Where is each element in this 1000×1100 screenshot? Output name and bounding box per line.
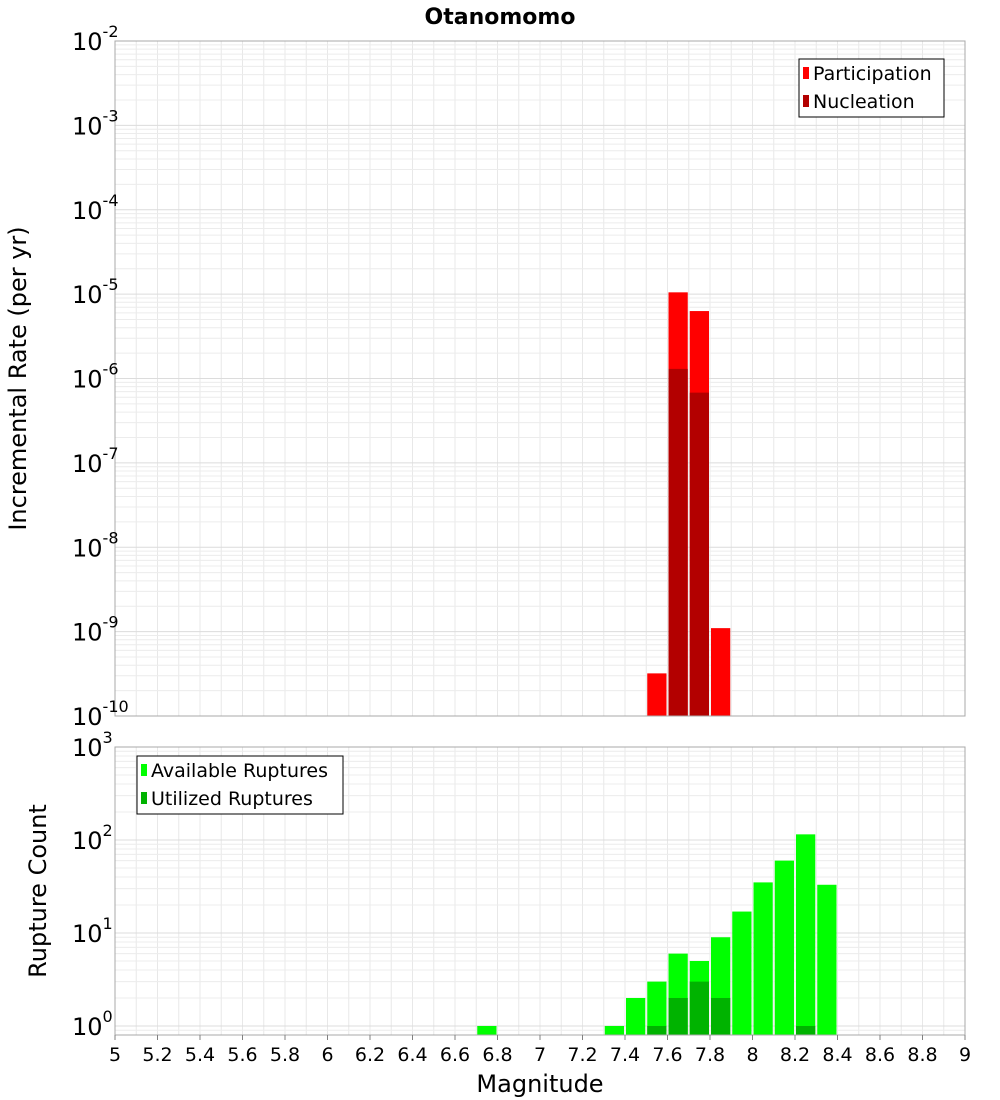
y-tick-label: 10-4 <box>72 191 119 225</box>
y-tick-label: 10-7 <box>72 444 119 478</box>
legend-label-participation: Participation <box>813 63 932 85</box>
y-tick-label: 10-9 <box>72 613 119 647</box>
top-y-tick-labels: 10-10 10-9 10-8 10-7 10-6 10-5 10-4 10-3 10-2 <box>72 22 129 731</box>
x-tick-label: 7 <box>534 1044 546 1066</box>
x-tick-label: 7.6 <box>652 1044 682 1066</box>
x-tick-label: 6.8 <box>482 1044 512 1066</box>
bar-utilized-ruptures <box>668 997 688 1035</box>
legend-swatch-available-ruptures <box>141 764 147 776</box>
y-tick-label: 10-5 <box>72 275 119 309</box>
x-tick-label: 5.8 <box>270 1044 300 1066</box>
x-tick-label: 7.8 <box>695 1044 725 1066</box>
top-plot-frame <box>114 40 966 717</box>
x-tick-labels: 5 5.2 5.4 5.6 5.8 6 6.2 6.4 6.6 6.8 7 7.2 7.4 7.6 7.8 8… <box>109 1035 971 1066</box>
legend-swatch-participation <box>803 67 809 79</box>
x-tick-label: 7.4 <box>610 1044 640 1066</box>
y-tick-label: 101 <box>72 914 113 948</box>
bottom-legend: Available Ruptures Utilized Ruptures <box>136 755 344 815</box>
y-tick-label: 10-2 <box>72 22 119 56</box>
x-tick-label: 7.2 <box>567 1044 597 1066</box>
x-tick-label: 8.4 <box>822 1044 852 1066</box>
bar-available-ruptures <box>647 981 667 1035</box>
x-tick-label: 8.2 <box>780 1044 810 1066</box>
bar-available-ruptures <box>817 884 837 1035</box>
bar-participation <box>711 628 731 716</box>
y-tick-label: 103 <box>72 728 113 762</box>
legend-box <box>798 58 945 118</box>
bottom-y-tick-labels: 100 101 102 103 <box>72 728 113 1041</box>
y-tick-label: 10-3 <box>72 106 119 140</box>
legend-swatch-utilized-ruptures <box>141 792 147 804</box>
x-tick-label: 6.6 <box>440 1044 470 1066</box>
x-axis-label: Magnitude <box>476 1070 603 1098</box>
y-tick-label: 10-8 <box>72 528 119 562</box>
top-y-axis-label: Incremental Rate (per yr) <box>4 226 32 530</box>
top-plot-incremental-rate: 10-10 10-9 10-8 10-7 10-6 10-5 10-4 10-3 10-2 Inc… <box>4 22 966 731</box>
y-tick-label: 10-10 <box>72 697 129 731</box>
bar-available-ruptures <box>796 834 816 1035</box>
bar-available-ruptures <box>604 1025 624 1035</box>
bar-available-ruptures <box>477 1025 497 1035</box>
x-tick-label: 6 <box>321 1044 333 1066</box>
legend-box <box>136 755 344 815</box>
top-legend: Participation Nucleation <box>798 58 945 118</box>
x-tick-label: 8.8 <box>907 1044 937 1066</box>
x-tick-label: 5.6 <box>227 1044 257 1066</box>
x-tick-label: 9 <box>959 1044 971 1066</box>
chart-title: Otanomomo <box>425 5 576 30</box>
bottom-y-axis-label: Rupture Count <box>24 804 52 978</box>
bar-available-ruptures <box>753 882 773 1035</box>
bottom-bars <box>477 834 837 1035</box>
y-tick-label: 10-6 <box>72 360 119 394</box>
x-tick-label: 5 <box>109 1044 121 1066</box>
bar-utilized-ruptures <box>647 1025 667 1035</box>
bar-utilized-ruptures <box>796 1025 816 1035</box>
x-tick-label: 6.4 <box>397 1044 427 1066</box>
legend-label-available-ruptures: Available Ruptures <box>151 760 328 782</box>
y-tick-label: 102 <box>72 821 113 855</box>
bar-available-ruptures <box>732 911 752 1035</box>
x-tick-label: 8.6 <box>865 1044 895 1066</box>
bar-nucleation <box>689 392 709 716</box>
x-tick-label: 8 <box>746 1044 758 1066</box>
top-bars <box>647 292 731 716</box>
bar-utilized-ruptures <box>689 981 709 1035</box>
bar-nucleation <box>668 368 688 716</box>
y-tick-label: 100 <box>72 1007 113 1041</box>
top-gridlines <box>114 40 966 717</box>
x-tick-label: 6.2 <box>355 1044 385 1066</box>
legend-swatch-nucleation <box>803 95 809 107</box>
legend-label-utilized-ruptures: Utilized Ruptures <box>151 788 313 810</box>
bar-available-ruptures <box>626 997 646 1035</box>
bar-available-ruptures <box>774 860 794 1035</box>
legend-label-nucleation: Nucleation <box>813 91 915 113</box>
bar-participation <box>647 673 667 716</box>
bar-utilized-ruptures <box>711 997 731 1035</box>
x-tick-label: 5.4 <box>185 1044 215 1066</box>
x-tick-label: 5.2 <box>142 1044 172 1066</box>
